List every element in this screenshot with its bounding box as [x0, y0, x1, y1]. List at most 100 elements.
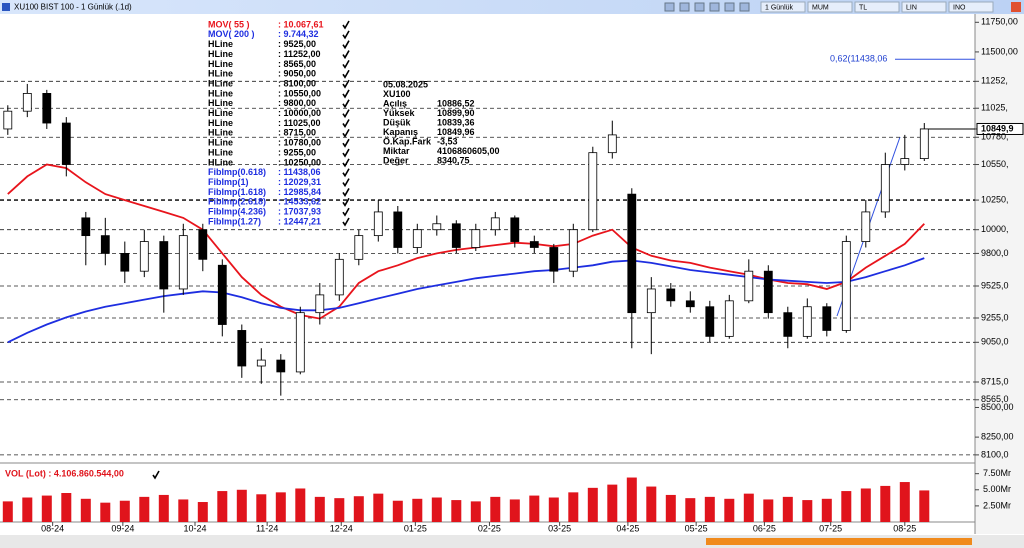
volume-bar: [314, 496, 325, 522]
candle-body: [22, 93, 32, 112]
candle-body: [549, 247, 559, 272]
legend-value: : 10550,00: [278, 88, 321, 98]
volume-bar: [197, 502, 208, 522]
legend-name: HLine: [208, 157, 233, 167]
legend-value: : 10780,00: [278, 138, 321, 148]
y-tick-label: 10550,: [981, 159, 1009, 169]
volume-bar: [41, 495, 52, 522]
volume-bar: [119, 500, 130, 522]
volume-bar: [236, 489, 247, 522]
fib-annotation: 0,62(11438,06: [830, 54, 887, 64]
info-label: Ö.Kap.Fark: [383, 136, 432, 146]
check-icon: [342, 60, 350, 69]
check-icon: [342, 79, 350, 89]
y-tick-label: 8500,00: [981, 402, 1014, 412]
legend-name: HLine: [208, 88, 233, 98]
volume-bar: [490, 496, 501, 522]
legend-value: : 9800,00: [278, 98, 316, 108]
toolbar-button[interactable]: [948, 1, 994, 13]
x-tick-label: 03-25: [548, 523, 571, 533]
legend-value: : 8565,00: [278, 59, 316, 69]
y-tick-label: 8250,00: [981, 431, 1014, 441]
toolbar-button[interactable]: [807, 1, 853, 13]
check-icon: [342, 30, 350, 40]
volume-bar: [178, 499, 189, 522]
volume-bar: [724, 498, 735, 522]
x-tick-label: 02-25: [478, 523, 501, 533]
check-icon: [342, 207, 350, 217]
x-tick-label: 09-24: [111, 523, 134, 533]
scroll-thumb[interactable]: [706, 538, 972, 545]
volume-bar: [568, 492, 579, 522]
legend-name: HLine: [208, 59, 233, 69]
check-icon: [342, 148, 350, 158]
candle-body: [100, 235, 110, 254]
legend-value: : 9050,00: [278, 69, 316, 79]
candle-body: [432, 223, 442, 231]
y-tick-label: 11750,00: [981, 17, 1018, 27]
volume-bar: [275, 492, 286, 522]
legend-value: : 10250,00: [278, 157, 321, 167]
volume-bar: [665, 494, 676, 522]
y-tick-label: 10780,: [981, 132, 1009, 142]
toolbar-label: TL: [859, 4, 867, 11]
legend-value: : 12029,31: [278, 177, 321, 187]
volume-tick-label: 7.50Mr: [983, 468, 1011, 478]
candle-body: [705, 306, 715, 337]
volume-bar: [509, 499, 520, 522]
y-tick-label: 8715,0: [981, 376, 1009, 386]
check-icon: [342, 178, 350, 188]
y-tick-label: 11252,: [981, 76, 1008, 86]
toolbar-icon: [709, 2, 720, 12]
legend-name: FibImp(1.27): [208, 216, 261, 226]
x-tick-label: 12-24: [330, 523, 353, 533]
info-label: Miktar: [383, 146, 410, 156]
info-value: -3,53: [437, 136, 458, 146]
candle-body: [568, 229, 578, 272]
check-icon: [342, 138, 350, 148]
check-icon: [342, 69, 350, 79]
toolbar-button[interactable]: [760, 1, 806, 13]
legend-name: HLine: [208, 69, 233, 79]
check-icon: [342, 197, 350, 207]
y-tick-label: 10849,9: [981, 123, 1014, 133]
volume-bar: [158, 494, 169, 522]
volume-bar: [899, 482, 910, 522]
legend-value: : 17037,93: [278, 207, 321, 217]
volume-bar: [685, 498, 696, 522]
volume-bar: [139, 496, 150, 522]
info-value: 10839,36: [437, 117, 475, 127]
x-tick-label: 10-24: [183, 523, 206, 533]
info-label: Yüksek: [383, 108, 416, 118]
legend-name: HLine: [208, 49, 233, 59]
toolbar-label: LIN: [906, 4, 917, 11]
toolbar-button[interactable]: [901, 1, 947, 13]
toolbar-icon: [739, 2, 750, 12]
legend-name: HLine: [208, 128, 233, 138]
volume-bar: [100, 502, 111, 522]
candle-body: [354, 235, 364, 260]
legend-value: : 9.744,32: [278, 29, 319, 39]
x-tick-label: 04-25: [616, 523, 639, 533]
candle-body: [198, 229, 208, 260]
candle-body: [802, 306, 812, 337]
toolbar-button[interactable]: [854, 1, 900, 13]
volume-bar: [782, 496, 793, 522]
candle-body: [159, 241, 169, 290]
volume-bar: [821, 498, 832, 522]
legend-name: FibImp(4.236): [208, 207, 266, 217]
candle-body: [120, 253, 130, 272]
toolbar-label: 1 Günlük: [765, 4, 794, 11]
legend-name: FibImp(0.618): [208, 167, 266, 177]
legend-name: HLine: [208, 39, 233, 49]
volume-bar: [61, 493, 72, 522]
volume-bar: [373, 493, 384, 522]
legend-name: FibImp(1): [208, 177, 249, 187]
y-tick-label: 10250,: [981, 194, 1009, 204]
legend-name: HLine: [208, 98, 233, 108]
legend-value: : 9525,00: [278, 39, 316, 49]
legend-value: : 12447,21: [278, 216, 321, 226]
candle-body: [295, 312, 305, 373]
check-icon: [342, 109, 350, 119]
legend-value: : 10.067,61: [278, 19, 324, 29]
